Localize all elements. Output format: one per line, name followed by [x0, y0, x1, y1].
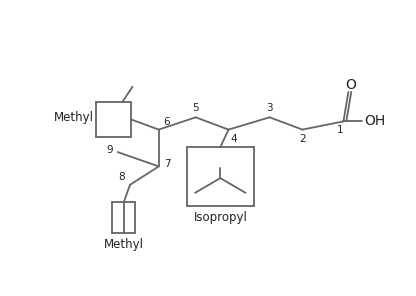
Text: OH: OH: [364, 115, 386, 128]
Text: 7: 7: [163, 159, 170, 169]
Text: 2: 2: [299, 133, 306, 144]
Text: 3: 3: [266, 103, 273, 113]
Text: 4: 4: [230, 133, 237, 144]
Text: 5: 5: [192, 103, 199, 113]
Text: 9: 9: [106, 145, 113, 155]
Text: Isopropyl: Isopropyl: [193, 211, 247, 224]
Text: 8: 8: [119, 173, 125, 182]
Text: 6: 6: [163, 117, 169, 127]
Text: 1: 1: [337, 126, 344, 135]
Text: Methyl: Methyl: [104, 238, 144, 251]
Text: Methyl: Methyl: [54, 111, 94, 124]
Text: O: O: [345, 78, 356, 91]
